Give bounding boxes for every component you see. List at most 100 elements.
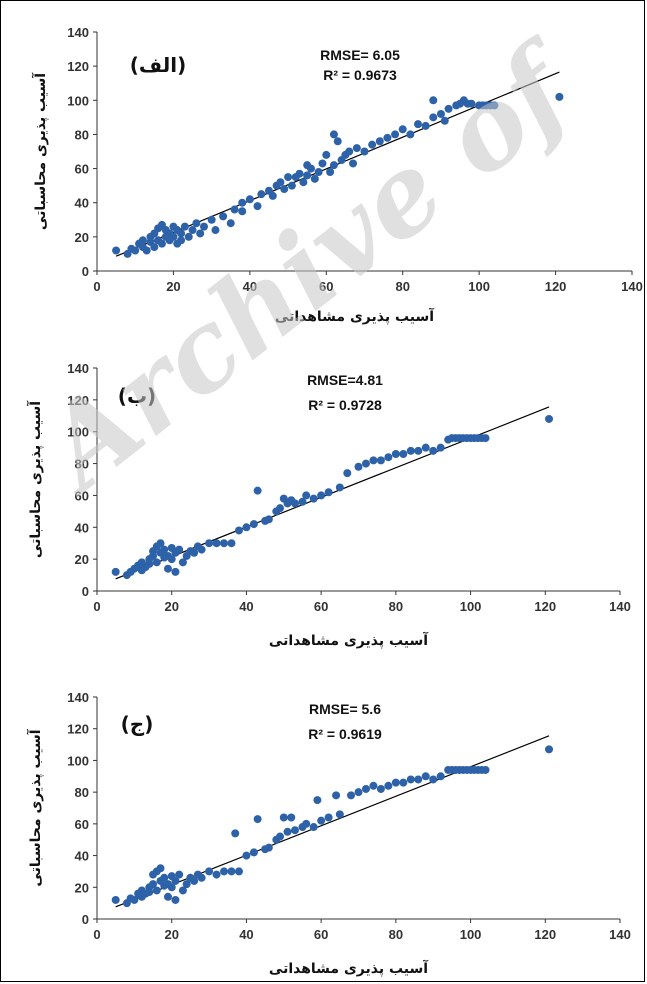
data-point — [490, 101, 499, 110]
data-point — [205, 539, 214, 548]
data-point — [391, 778, 400, 787]
data-point — [376, 456, 385, 465]
data-point — [276, 832, 285, 841]
data-point — [268, 191, 277, 200]
data-point — [421, 443, 430, 452]
data-point — [205, 867, 214, 876]
data-point — [436, 443, 445, 452]
data-point — [111, 567, 120, 576]
data-point — [180, 222, 189, 231]
data-point — [436, 109, 445, 118]
data-point — [318, 159, 327, 168]
data-point — [283, 827, 292, 836]
data-point — [369, 781, 378, 790]
panel-label: (ب) — [118, 384, 156, 408]
data-point — [313, 796, 322, 805]
data-point — [302, 819, 311, 828]
data-point — [326, 167, 335, 176]
data-point — [368, 140, 377, 149]
y-axis-title: آسیب پذیری محاسباتی — [26, 728, 44, 886]
data-point — [163, 892, 172, 901]
data-point — [290, 826, 299, 835]
data-point — [287, 181, 296, 190]
data-point — [182, 880, 191, 889]
data-point — [414, 446, 423, 455]
data-point — [444, 104, 453, 113]
x-tick-label: 40 — [239, 599, 253, 614]
rmse-label: RMSE=4.81 — [307, 372, 383, 388]
data-point — [309, 494, 318, 503]
data-point — [177, 236, 186, 245]
data-point — [249, 848, 258, 857]
data-point — [145, 559, 154, 568]
data-point — [190, 548, 199, 557]
data-point — [467, 99, 476, 108]
data-point — [295, 169, 304, 178]
data-point — [253, 815, 262, 824]
data-point — [131, 246, 140, 255]
data-point — [421, 121, 430, 130]
data-point — [138, 236, 147, 245]
data-point — [307, 164, 315, 173]
data-point — [257, 190, 266, 199]
x-tick-label: 120 — [545, 279, 567, 294]
data-point — [429, 775, 438, 784]
data-point — [227, 539, 236, 548]
x-tick-label: 20 — [164, 599, 178, 614]
data-point — [220, 539, 229, 548]
data-point — [329, 161, 338, 170]
data-point — [290, 499, 299, 508]
y-tick-label: 140 — [67, 690, 89, 705]
data-point — [391, 130, 400, 139]
y-tick-label: 60 — [75, 817, 89, 832]
x-tick-label: 20 — [164, 927, 178, 942]
x-tick-label: 20 — [166, 279, 180, 294]
data-point — [354, 462, 363, 471]
y-tick-label: 80 — [75, 785, 89, 800]
data-point — [361, 784, 370, 793]
data-point — [160, 545, 169, 554]
y-tick-label: 0 — [82, 584, 89, 599]
data-point — [369, 456, 378, 465]
data-point — [230, 205, 239, 214]
rmse-label: RMSE= 6.05 — [320, 47, 400, 63]
y-tick-label: 140 — [67, 25, 89, 40]
data-point — [317, 491, 326, 500]
data-point — [384, 453, 393, 462]
data-point — [481, 434, 490, 443]
data-point — [111, 895, 120, 904]
trend-line — [115, 735, 550, 908]
data-point — [429, 113, 438, 122]
x-tick-label: 140 — [609, 599, 631, 614]
data-point — [276, 504, 285, 513]
data-point — [436, 772, 445, 781]
data-point — [333, 137, 342, 146]
y-tick-label: 0 — [82, 264, 89, 279]
data-point — [167, 883, 176, 892]
x-tick-label: 120 — [534, 599, 556, 614]
data-point — [391, 450, 400, 459]
x-tick-label: 40 — [239, 927, 253, 942]
data-point — [163, 564, 172, 573]
data-point — [345, 147, 354, 156]
data-point — [112, 246, 121, 255]
y-tick-label: 60 — [75, 488, 89, 503]
x-tick-label: 60 — [319, 279, 333, 294]
data-point — [555, 92, 564, 101]
y-tick-label: 40 — [75, 520, 89, 535]
y-tick-label: 100 — [67, 93, 89, 108]
data-point — [276, 178, 285, 187]
data-point — [207, 215, 216, 224]
r2-label: R² = 0.9673 — [323, 67, 397, 83]
data-point — [280, 185, 289, 194]
y-tick-label: 0 — [82, 912, 89, 927]
data-point — [220, 867, 229, 876]
data-point — [545, 414, 554, 423]
y-tick-label: 80 — [75, 127, 89, 142]
data-point — [178, 886, 187, 895]
data-point — [171, 876, 180, 885]
data-point — [398, 125, 407, 134]
data-point — [347, 791, 356, 800]
data-point — [145, 888, 154, 897]
